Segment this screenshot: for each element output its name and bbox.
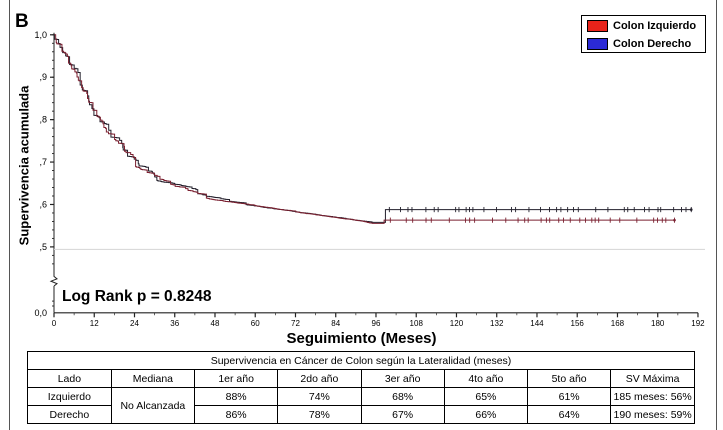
svg-text:72: 72 — [291, 319, 300, 328]
svg-text:,7: ,7 — [39, 157, 47, 167]
svg-text:Log Rank p = 0.8248: Log Rank p = 0.8248 — [62, 288, 212, 305]
svg-text:48: 48 — [211, 319, 220, 328]
svg-text:,8: ,8 — [39, 115, 47, 125]
svg-text:36: 36 — [170, 319, 179, 328]
svg-text:60: 60 — [251, 319, 260, 328]
svg-text:12: 12 — [90, 319, 99, 328]
svg-text:120: 120 — [450, 319, 464, 328]
svg-text:156: 156 — [571, 319, 585, 328]
svg-text:144: 144 — [530, 319, 544, 328]
svg-text:108: 108 — [410, 319, 424, 328]
svg-text:1,0: 1,0 — [34, 30, 47, 40]
svg-text:24: 24 — [130, 319, 139, 328]
svg-text:180: 180 — [651, 319, 665, 328]
svg-text:,9: ,9 — [39, 72, 47, 82]
svg-text:0,0: 0,0 — [34, 308, 47, 318]
svg-text:,6: ,6 — [39, 199, 47, 209]
svg-text:0: 0 — [52, 319, 57, 328]
svg-text:192: 192 — [691, 319, 705, 328]
svg-text:168: 168 — [611, 319, 625, 328]
svg-text:,5: ,5 — [39, 242, 47, 252]
svg-text:96: 96 — [372, 319, 381, 328]
svg-text:132: 132 — [490, 319, 504, 328]
svg-text:84: 84 — [331, 319, 340, 328]
